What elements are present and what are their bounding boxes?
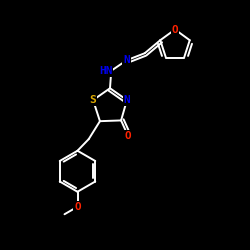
Text: S: S xyxy=(90,95,96,105)
Text: N: N xyxy=(124,55,130,65)
Text: HN: HN xyxy=(99,66,112,76)
Text: O: O xyxy=(74,202,81,212)
Text: N: N xyxy=(124,95,130,105)
Text: O: O xyxy=(172,24,178,34)
Text: O: O xyxy=(125,131,132,141)
